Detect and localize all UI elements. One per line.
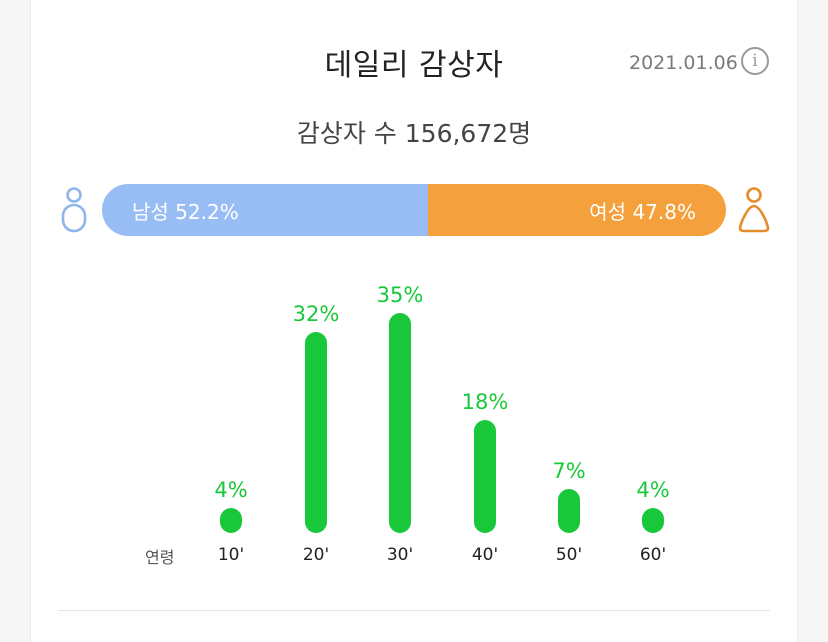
age-bar <box>474 419 496 533</box>
female-label: 여성 47.8% <box>589 199 696 224</box>
male-label: 남성 52.2% <box>132 199 239 224</box>
male-segment: 남성 52.2% <box>102 184 428 236</box>
divider <box>58 610 770 611</box>
age-percent-label: 35% <box>376 283 424 307</box>
age-tick-label: 40' <box>471 545 499 565</box>
viewer-count: 감상자 수 156,672명 <box>296 119 532 148</box>
info-icon[interactable]: i <box>741 47 769 75</box>
female-person-icon <box>738 187 770 233</box>
age-percent-label: 7% <box>552 459 586 483</box>
age-percent-label: 32% <box>292 301 340 326</box>
page-title: 데일리 감상자 <box>324 48 504 83</box>
x-axis-label: 연령 <box>145 548 175 567</box>
male-person-icon <box>61 187 87 233</box>
age-bar <box>305 331 327 533</box>
age-bar <box>558 489 580 533</box>
age-bar <box>220 507 242 533</box>
age-bar <box>389 313 411 533</box>
age-tick-label: 10' <box>217 545 245 565</box>
age-tick-label: 30' <box>386 545 414 565</box>
age-tick-label: 60' <box>639 545 667 565</box>
daily-viewers-card <box>30 0 798 642</box>
age-tick-label: 20' <box>302 545 330 565</box>
date-label: 2021.01.06 <box>629 52 738 74</box>
age-percent-label: 4% <box>636 477 670 502</box>
female-segment: 여성 47.8% <box>427 184 726 236</box>
age-percent-label: 4% <box>214 477 248 502</box>
gender-ratio-bar: 남성 52.2% 여성 47.8% <box>102 184 726 236</box>
age-bar <box>642 507 664 533</box>
age-percent-label: 18% <box>461 389 509 414</box>
age-tick-label: 50' <box>555 545 583 565</box>
